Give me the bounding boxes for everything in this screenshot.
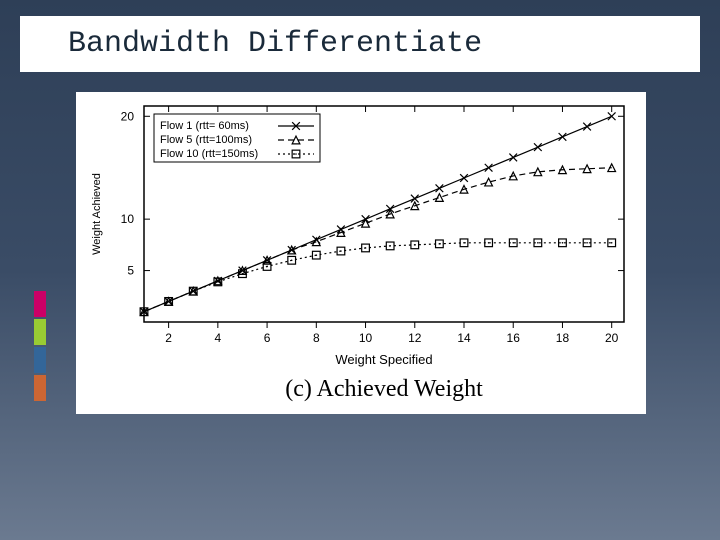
x-tick-label: 12 bbox=[408, 331, 422, 345]
marker-square-dot bbox=[512, 242, 514, 244]
accent-block-4 bbox=[34, 375, 46, 401]
x-tick-label: 8 bbox=[313, 331, 320, 345]
x-tick-label: 20 bbox=[605, 331, 619, 345]
marker-square-dot bbox=[291, 259, 293, 261]
marker-square-dot bbox=[168, 301, 170, 303]
y-axis-label: Weight Achieved bbox=[91, 173, 103, 255]
slide-title: Bandwidth Differentiate bbox=[68, 27, 482, 61]
chart-panel: 2 4 6 8 10 12 14 16 18 20 5 10 20 Weight Specified Wei… bbox=[76, 92, 646, 414]
legend-label: Flow 10 (rtt=150ms) bbox=[160, 148, 258, 160]
accent-block-1 bbox=[34, 291, 46, 317]
x-tick-label: 2 bbox=[165, 331, 172, 345]
title-bar: Bandwidth Differentiate bbox=[20, 16, 700, 72]
marker-square-dot bbox=[586, 242, 588, 244]
marker-square-dot bbox=[217, 281, 219, 283]
accent-block-3 bbox=[34, 347, 46, 373]
accent-stack bbox=[34, 291, 46, 403]
marker-square-dot bbox=[562, 242, 564, 244]
x-tick-label: 4 bbox=[215, 331, 222, 345]
marker-square-dot bbox=[537, 242, 539, 244]
accent-block-2 bbox=[34, 319, 46, 345]
marker-square-dot bbox=[463, 242, 465, 244]
chart-caption: (c) Achieved Weight bbox=[285, 376, 483, 402]
marker-square-dot bbox=[295, 153, 297, 155]
chart-svg: 2 4 6 8 10 12 14 16 18 20 5 10 20 Weight Specified Wei… bbox=[76, 92, 646, 414]
marker-square-dot bbox=[488, 242, 490, 244]
marker-square-dot bbox=[266, 266, 268, 268]
y-tick-label: 10 bbox=[121, 212, 135, 226]
marker-square-dot bbox=[611, 242, 613, 244]
x-axis-label: Weight Specified bbox=[335, 352, 432, 367]
x-tick-label: 10 bbox=[359, 331, 373, 345]
marker-square-dot bbox=[389, 245, 391, 247]
marker-triangle bbox=[485, 178, 493, 186]
x-tick-label: 18 bbox=[556, 331, 570, 345]
marker-square-dot bbox=[192, 290, 194, 292]
marker-square-dot bbox=[340, 250, 342, 252]
marker-square-dot bbox=[414, 244, 416, 246]
legend-label: Flow 5 (rtt=100ms) bbox=[160, 134, 252, 146]
marker-square-dot bbox=[242, 273, 244, 275]
x-tick-label: 16 bbox=[507, 331, 521, 345]
marker-square-dot bbox=[143, 311, 145, 313]
marker-square-dot bbox=[365, 247, 367, 249]
legend-label: Flow 1 (rtt= 60ms) bbox=[160, 120, 249, 132]
x-tick-label: 6 bbox=[264, 331, 271, 345]
marker-square-dot bbox=[316, 254, 318, 256]
x-tick-label: 14 bbox=[457, 331, 471, 345]
marker-triangle bbox=[436, 194, 444, 202]
marker-square-dot bbox=[439, 243, 441, 245]
y-tick-label: 20 bbox=[121, 109, 135, 123]
y-tick-label: 5 bbox=[127, 264, 134, 278]
slide: Bandwidth Differentiate 2 4 6 8 10 12 14 16 18 20… bbox=[0, 0, 720, 540]
